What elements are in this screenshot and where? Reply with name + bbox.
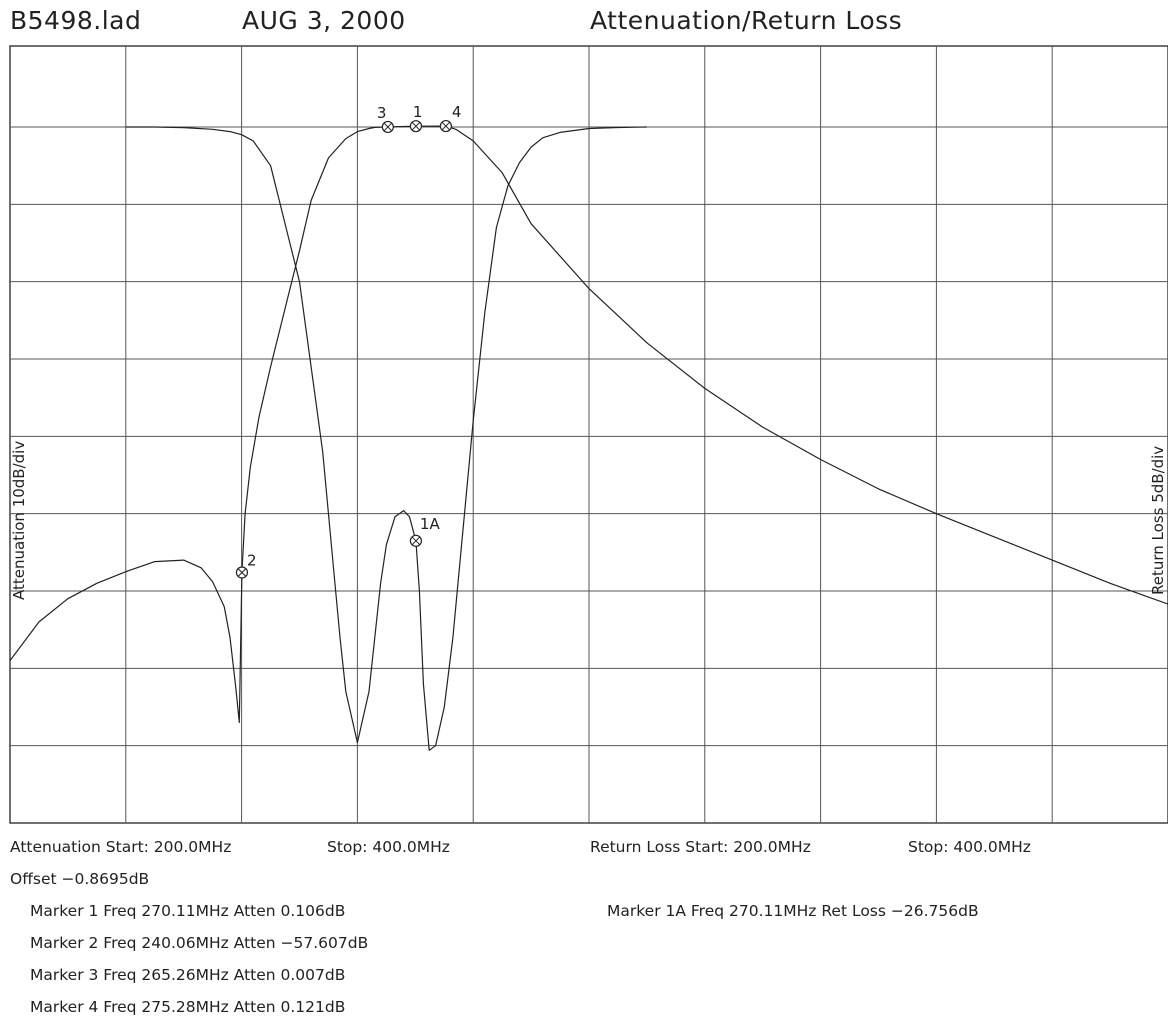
return-loss-trace bbox=[125, 126, 647, 751]
marker-label: 1 bbox=[413, 103, 423, 121]
marker-1a-readout: Marker 1A Freq 270.11MHz Ret Loss −26.75… bbox=[607, 902, 979, 920]
return-loss-stop: Stop: 400.0MHz bbox=[908, 838, 1031, 856]
plot-date: AUG 3, 2000 bbox=[242, 6, 406, 35]
marker-3: 3 bbox=[377, 104, 394, 134]
analyzer-plot: 1 2 3 4 1A Attenuation 10dB/div Return Loss … bbox=[9, 45, 1168, 824]
marker-1: 1 bbox=[409, 103, 423, 133]
y-axis-label-left: Attenuation 10dB/div bbox=[10, 441, 28, 600]
offset-readout: Offset −0.8695dB bbox=[10, 870, 150, 888]
marker-cross bbox=[383, 122, 393, 132]
marker-cross bbox=[411, 536, 421, 546]
marker-label: 4 bbox=[452, 103, 462, 121]
marker-2: 2 bbox=[235, 551, 257, 579]
marker-1-readout: Marker 1 Freq 270.11MHz Atten 0.106dB bbox=[30, 902, 346, 920]
markers: 1 2 3 4 1A bbox=[235, 103, 462, 579]
grid bbox=[9, 45, 1168, 824]
file-name: B5498.lad bbox=[10, 6, 142, 35]
marker-cross bbox=[441, 121, 451, 131]
y-axis-label-right: Return Loss 5dB/div bbox=[1149, 446, 1167, 595]
marker-cross bbox=[411, 121, 421, 131]
marker-cross bbox=[237, 568, 247, 577]
marker-label: 1A bbox=[420, 515, 441, 533]
marker-4-readout: Marker 4 Freq 275.28MHz Atten 0.121dB bbox=[30, 998, 346, 1016]
marker-3-readout: Marker 3 Freq 265.26MHz Atten 0.007dB bbox=[30, 966, 346, 984]
return-loss-start: Return Loss Start: 200.0MHz bbox=[590, 838, 811, 856]
attenuation-start: Attenuation Start: 200.0MHz bbox=[10, 838, 232, 856]
marker-4: 4 bbox=[439, 103, 462, 133]
plot-title: Attenuation/Return Loss bbox=[590, 6, 903, 35]
marker-label: 3 bbox=[377, 104, 387, 122]
attenuation-trace bbox=[9, 125, 1168, 724]
marker-label: 2 bbox=[247, 551, 257, 569]
attenuation-stop: Stop: 400.0MHz bbox=[327, 838, 450, 856]
traces bbox=[9, 125, 1168, 751]
marker-1a: 1A bbox=[409, 515, 441, 547]
marker-2-readout: Marker 2 Freq 240.06MHz Atten −57.607dB bbox=[30, 934, 369, 952]
